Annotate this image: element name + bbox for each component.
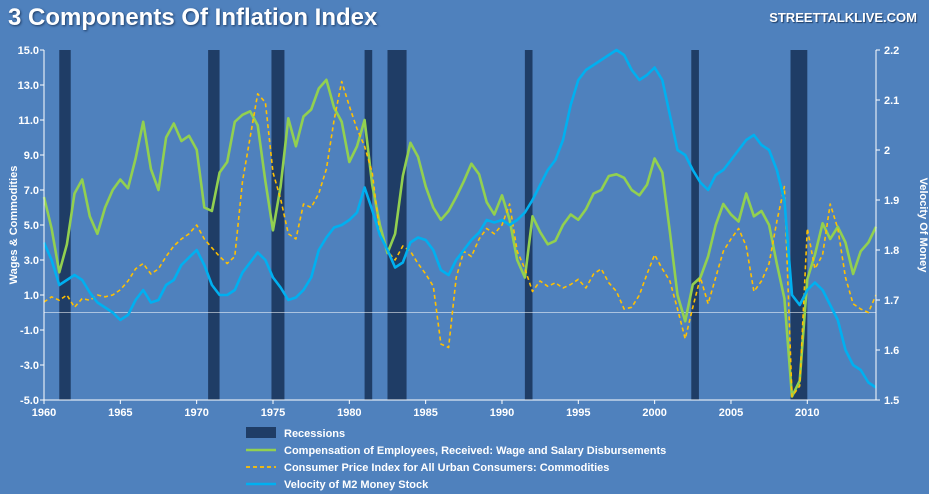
y-tick-label-8: 11.0 (18, 115, 39, 127)
y-tick-label-0: -5.0 (20, 395, 39, 407)
recession-band-1 (208, 50, 220, 400)
recession-band-0 (59, 50, 71, 400)
legend: Recessions Compensation of Employees, Rec… (246, 427, 666, 491)
axes-layer: 1960 1965 1970 1975 1980 1985 1990 1995 2000 2005… (18, 45, 900, 419)
recession-band-6 (691, 50, 699, 400)
x-tick-label-5: 1985 (413, 407, 437, 419)
y-tick-label-5: 5.0 (24, 220, 39, 232)
legend-swatch-0 (246, 427, 276, 438)
legend-label-3: Velocity of M2 Money Stock (284, 479, 429, 491)
x-tick-label-1: 1965 (108, 407, 132, 419)
y2-tick-label-1: 1.6 (884, 345, 899, 357)
y2-tick-label-7: 2.2 (884, 45, 899, 57)
chart-title: 3 Components Of Inflation Index (8, 4, 378, 31)
brand-label: STREETTALKLIVE.COM (769, 10, 917, 25)
x-tick-label-8: 2000 (642, 407, 666, 419)
series-line-0 (42, 78, 878, 398)
series-layer (42, 48, 878, 398)
x-tick-label-2: 1970 (184, 407, 208, 419)
y-tick-label-9: 13.0 (18, 80, 39, 92)
y2-tick-label-5: 2 (884, 145, 890, 157)
series-line-1 (43, 80, 877, 398)
y2-axis-label: Velocity Of Money (917, 178, 929, 274)
legend-label-0: Recessions (284, 428, 345, 440)
x-tick-label-7: 1995 (566, 407, 590, 419)
y2-tick-label-2: 1.7 (884, 295, 899, 307)
x-tick-label-10: 2010 (795, 407, 819, 419)
x-tick-label-4: 1980 (337, 407, 361, 419)
x-tick-label-0: 1960 (32, 407, 56, 419)
y2-tick-label-0: 1.5 (884, 395, 899, 407)
recession-band-7 (790, 50, 808, 400)
y-tick-label-7: 9.0 (24, 150, 39, 162)
plot-area (44, 50, 876, 400)
y-tick-label-6: 7.0 (24, 185, 39, 197)
y-axis-label: Wages & Commodities (8, 166, 20, 285)
y-tick-label-2: -1.0 (20, 325, 39, 337)
recession-band-3 (364, 50, 373, 400)
legend-label-2: Consumer Price Index for All Urban Consu… (284, 462, 609, 474)
x-tick-label-6: 1990 (490, 407, 514, 419)
recession-band-5 (524, 50, 533, 400)
legend-label-1: Compensation of Employees, Received: Wag… (284, 445, 666, 457)
y-tick-label-3: 1.0 (24, 290, 39, 302)
series-line-2 (42, 48, 877, 389)
x-tick-label-3: 1975 (261, 407, 285, 419)
y2-tick-label-4: 1.9 (884, 195, 899, 207)
y2-tick-label-3: 1.8 (884, 245, 899, 257)
x-tick-label-9: 2005 (719, 407, 743, 419)
y-tick-label-1: -3.0 (20, 360, 39, 372)
y-tick-label-4: 3.0 (24, 255, 39, 267)
y-tick-label-10: 15.0 (18, 45, 39, 57)
y2-tick-label-6: 2.1 (884, 95, 899, 107)
